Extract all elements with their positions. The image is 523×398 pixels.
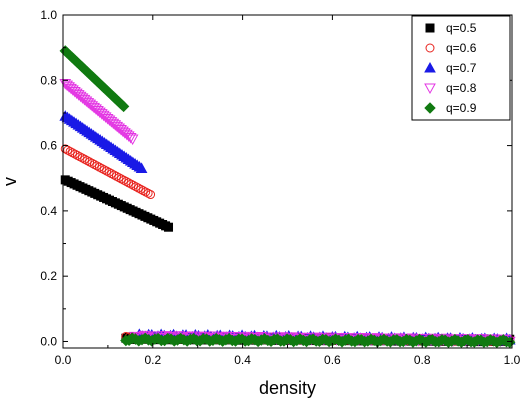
x-tick-label: 0.2 (144, 353, 161, 367)
x-tick-label: 0.8 (414, 353, 431, 367)
x-tick-label: 0.4 (234, 353, 251, 367)
y-tick-label: 0.4 (40, 204, 57, 218)
data-point (128, 180, 138, 190)
legend-label: q=0.6 (446, 41, 477, 55)
data-point (124, 132, 137, 144)
data-point (109, 170, 119, 180)
data-point (92, 161, 102, 171)
legend-marker (424, 83, 436, 95)
legend: q=0.5 q=0.6 q=0.7 q=0.8 q=0.9 (411, 15, 511, 121)
data-point (77, 153, 87, 163)
x-axis-label: density (259, 378, 316, 398)
data-point (131, 182, 141, 192)
y-tick-label: 0.6 (40, 139, 57, 153)
data-point (99, 165, 109, 175)
axes: 0.0 0.2 0.4 0.6 0.8 1.0 0.0 0.2 0.4 0.6 0.8 1.0 (40, 8, 520, 367)
data-point (111, 171, 121, 181)
legend-label: q=0.7 (446, 61, 477, 75)
data-point (135, 162, 148, 173)
data-point (82, 156, 92, 166)
y-tick-label: 1.0 (40, 8, 57, 22)
x-tick-label: 0.6 (324, 353, 341, 367)
data-point (107, 169, 117, 179)
series-q=0.5 (60, 175, 515, 347)
series-q=0.7 (59, 110, 516, 346)
data-point (89, 160, 99, 170)
data-point (124, 178, 134, 188)
data-point (138, 186, 148, 196)
data-point (68, 148, 78, 158)
legend-marker (424, 102, 436, 114)
y-tick-label: 0.8 (40, 73, 57, 87)
data-point (80, 154, 90, 164)
data-point (141, 187, 151, 197)
data-point (164, 222, 174, 232)
data-point (143, 188, 153, 198)
data-point (133, 183, 143, 193)
plot-marks (59, 45, 516, 349)
data-point (102, 166, 112, 176)
data-point (87, 158, 97, 168)
y-tick-label: 0.2 (40, 269, 57, 283)
legend-marker (424, 61, 436, 73)
data-point (114, 173, 124, 183)
data-point (63, 145, 73, 155)
data-point (65, 146, 75, 156)
legend-label: q=0.8 (446, 81, 477, 95)
legend-label: q=0.9 (446, 101, 477, 115)
legend-label: q=0.5 (446, 21, 477, 35)
data-point (119, 175, 129, 185)
y-axis-label: v (0, 177, 20, 186)
data-point (97, 163, 107, 173)
series-q=0.9 (59, 45, 516, 349)
y-tick-label: 0.0 (40, 334, 57, 348)
data-point (104, 167, 114, 177)
data-point (121, 177, 131, 186)
x-tick-label: 1.0 (504, 353, 521, 367)
data-point (136, 184, 146, 194)
data-point (122, 131, 135, 142)
data-point (126, 134, 139, 146)
data-point (146, 190, 156, 200)
data-point (70, 149, 80, 159)
series-q=0.6 (60, 144, 515, 346)
legend-marker (425, 23, 435, 33)
x-tick-label: 0.0 (55, 353, 72, 367)
data-point (126, 179, 136, 189)
data-point (72, 150, 82, 160)
data-point (75, 152, 85, 162)
data-point (60, 144, 70, 154)
legend-marker (425, 43, 435, 53)
data-point (85, 157, 95, 167)
data-point (117, 100, 130, 113)
data-point (116, 174, 126, 184)
data-point (94, 162, 104, 172)
